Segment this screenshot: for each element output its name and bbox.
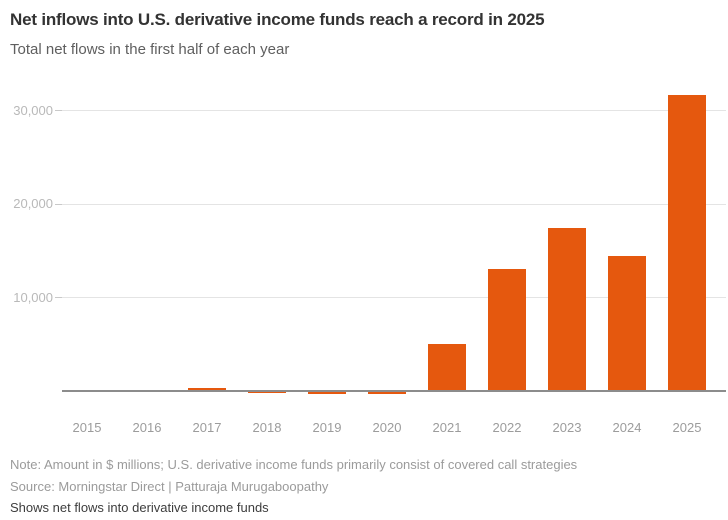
x-axis-label-2016: 2016 [132, 420, 162, 435]
chart-caption: Shows net flows into derivative income f… [10, 500, 269, 515]
bar-chart: 10,000 20,000 30,000 2015 2016 2017 2018 2019 20… [13, 95, 726, 435]
x-axis-label-2022: 2022 [492, 420, 522, 435]
y-axis-tick [55, 110, 62, 111]
bar-2019 [308, 391, 346, 394]
bar-2024 [608, 256, 646, 391]
bar-2020 [368, 391, 406, 394]
y-axis-tick [55, 203, 62, 205]
x-axis-label-2015: 2015 [72, 420, 102, 435]
y-axis-label: 20,000 [13, 196, 53, 211]
x-axis-label-2018: 2018 [252, 420, 282, 435]
bar-2018 [248, 391, 286, 393]
x-axis-label-2021: 2021 [432, 420, 462, 435]
x-axis-label-2023: 2023 [552, 420, 582, 435]
bar-2023 [548, 228, 586, 391]
gridline-30,000 [62, 110, 726, 111]
y-axis-tick [55, 297, 62, 298]
chart-source: Source: Morningstar Direct | Patturaja M… [10, 479, 329, 494]
bar-2025 [668, 95, 706, 391]
x-axis-label-2019: 2019 [312, 420, 342, 435]
gridline-10,000 [62, 297, 726, 298]
x-axis-line [62, 390, 726, 392]
x-axis-label-2020: 2020 [372, 420, 402, 435]
bar-2022 [488, 269, 526, 391]
chart-note: Note: Amount in $ millions; U.S. derivat… [10, 457, 578, 472]
y-axis-label: 30,000 [13, 102, 53, 118]
bar-2021 [428, 344, 466, 391]
x-axis-label-2025: 2025 [672, 420, 702, 435]
x-axis-label-2024: 2024 [612, 420, 642, 435]
x-axis-label-2017: 2017 [192, 420, 222, 435]
chart-title: Net inflows into U.S. derivative income … [10, 10, 545, 29]
y-axis-label: 10,000 [13, 289, 53, 305]
chart-subtitle: Total net flows in the first half of eac… [10, 41, 290, 58]
gridline-20,000 [62, 203, 726, 205]
bar-2017 [188, 388, 226, 391]
